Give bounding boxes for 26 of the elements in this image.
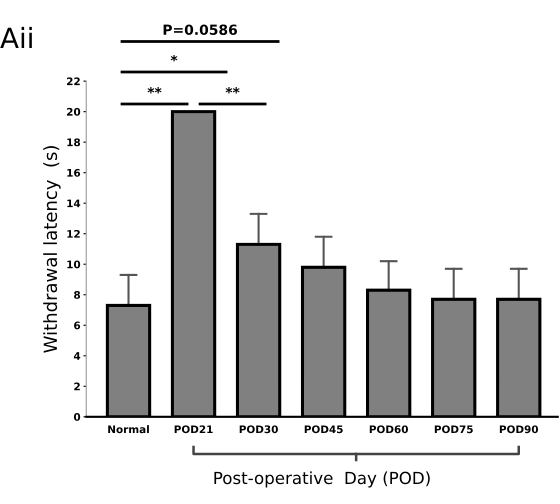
annotation: **: [148, 87, 162, 94]
y-tick-label: 12: [67, 230, 80, 238]
annotation: **: [226, 87, 240, 94]
y-tick-label: 18: [67, 138, 80, 146]
x-tick-label: Normal: [108, 425, 149, 434]
text: Aii: [0, 26, 32, 48]
text: *: [170, 54, 178, 62]
x-tick-label: POD21: [174, 425, 213, 434]
x-tick-label: POD45: [304, 425, 343, 434]
y-tick-label: 4: [74, 352, 80, 360]
y-tick-label: 0: [74, 413, 80, 421]
y-tick-label: 8: [74, 290, 80, 299]
y-tick-label: 10: [67, 260, 80, 268]
y-tick-label: 16: [67, 168, 80, 177]
y-axis-title: Withdrawal latency (s): [43, 146, 61, 353]
y-tick-label: 6: [74, 322, 80, 330]
y-tick-label: 22: [67, 77, 80, 86]
x-tick-label: POD90: [500, 425, 538, 434]
x-tick-label: POD75: [434, 425, 473, 434]
x-tick-label: POD60: [370, 425, 408, 434]
y-tick-label: 14: [67, 200, 80, 208]
y-tick-label: 2: [74, 382, 80, 390]
x-tick-label: POD30: [240, 425, 278, 434]
x-axis-title: Post-operative Day (POD): [214, 471, 430, 488]
text: P=0.0586: [164, 24, 238, 35]
y-tick-label: 20: [67, 108, 80, 116]
